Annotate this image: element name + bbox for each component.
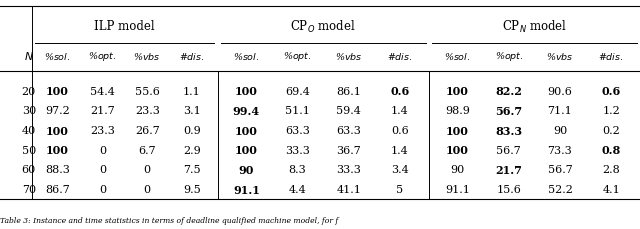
Text: 0.8: 0.8: [602, 145, 621, 155]
Text: 60: 60: [22, 165, 36, 175]
Text: 100: 100: [46, 86, 69, 97]
Text: 1.2: 1.2: [602, 106, 620, 116]
Text: %$sol.$: %$sol.$: [444, 51, 471, 62]
Text: ILP model: ILP model: [95, 20, 155, 33]
Text: %$opt.$: %$opt.$: [88, 50, 116, 63]
Text: 40: 40: [22, 125, 36, 135]
Text: 21.7: 21.7: [90, 106, 115, 116]
Text: 0: 0: [99, 145, 106, 155]
Text: 0.6: 0.6: [391, 125, 409, 135]
Text: 0.6: 0.6: [602, 86, 621, 97]
Text: 54.4: 54.4: [90, 86, 115, 96]
Text: 1.4: 1.4: [391, 106, 409, 116]
Text: 52.2: 52.2: [548, 184, 572, 194]
Text: 56.7: 56.7: [497, 145, 521, 155]
Text: 41.1: 41.1: [337, 184, 361, 194]
Text: 8.3: 8.3: [289, 165, 307, 175]
Text: 1.1: 1.1: [183, 86, 201, 96]
Text: 100: 100: [235, 145, 258, 155]
Text: 23.3: 23.3: [90, 125, 115, 135]
Text: 0: 0: [143, 165, 151, 175]
Text: #$dis.$: #$dis.$: [179, 51, 205, 62]
Text: 88.3: 88.3: [45, 165, 70, 175]
Text: #$dis.$: #$dis.$: [387, 51, 413, 62]
Text: 0: 0: [99, 165, 106, 175]
Text: 2.8: 2.8: [602, 165, 620, 175]
Text: 30: 30: [22, 106, 36, 116]
Text: 100: 100: [46, 145, 69, 155]
Text: 15.6: 15.6: [497, 184, 521, 194]
Text: 91.1: 91.1: [233, 184, 260, 195]
Text: 86.1: 86.1: [337, 86, 361, 96]
Text: 56.7: 56.7: [495, 105, 522, 116]
Text: 90: 90: [451, 165, 465, 175]
Text: 63.3: 63.3: [285, 125, 310, 135]
Text: %$vbs$: %$vbs$: [547, 51, 573, 62]
Text: 4.4: 4.4: [289, 184, 307, 194]
Text: %$vbs$: %$vbs$: [335, 51, 362, 62]
Text: 59.4: 59.4: [337, 106, 361, 116]
Text: CP$_O$ model: CP$_O$ model: [291, 18, 356, 34]
Text: 71.1: 71.1: [548, 106, 572, 116]
Text: 90.6: 90.6: [548, 86, 572, 96]
Text: 83.3: 83.3: [495, 125, 522, 136]
Text: 21.7: 21.7: [495, 164, 522, 175]
Text: 0.6: 0.6: [390, 86, 410, 97]
Text: %$opt.$: %$opt.$: [284, 50, 312, 63]
Text: 5: 5: [396, 184, 404, 194]
Text: 63.3: 63.3: [337, 125, 361, 135]
Text: 70: 70: [22, 184, 36, 194]
Text: 98.9: 98.9: [445, 106, 470, 116]
Text: 55.6: 55.6: [135, 86, 159, 96]
Text: 9.5: 9.5: [183, 184, 201, 194]
Text: 73.3: 73.3: [548, 145, 572, 155]
Text: 33.3: 33.3: [337, 165, 361, 175]
Text: 82.2: 82.2: [495, 86, 522, 97]
Text: 3.4: 3.4: [391, 165, 409, 175]
Text: %$opt.$: %$opt.$: [495, 50, 523, 63]
Text: 100: 100: [46, 125, 69, 136]
Text: 90: 90: [239, 164, 254, 175]
Text: 0: 0: [143, 184, 151, 194]
Text: 86.7: 86.7: [45, 184, 70, 194]
Text: 56.7: 56.7: [548, 165, 572, 175]
Text: 99.4: 99.4: [233, 105, 260, 116]
Text: 100: 100: [235, 125, 258, 136]
Text: 0.2: 0.2: [602, 125, 620, 135]
Text: %$sol.$: %$sol.$: [233, 51, 260, 62]
Text: 23.3: 23.3: [135, 106, 159, 116]
Text: 2.9: 2.9: [183, 145, 201, 155]
Text: 26.7: 26.7: [135, 125, 159, 135]
Text: 36.7: 36.7: [337, 145, 361, 155]
Text: 100: 100: [446, 125, 469, 136]
Text: $N$: $N$: [24, 50, 34, 62]
Text: %$vbs$: %$vbs$: [134, 51, 161, 62]
Text: 100: 100: [446, 145, 469, 155]
Text: 50: 50: [22, 145, 36, 155]
Text: 1.4: 1.4: [391, 145, 409, 155]
Text: 3.1: 3.1: [183, 106, 201, 116]
Text: 97.2: 97.2: [45, 106, 70, 116]
Text: 51.1: 51.1: [285, 106, 310, 116]
Text: 20: 20: [22, 86, 36, 96]
Text: #$dis.$: #$dis.$: [598, 51, 624, 62]
Text: 7.5: 7.5: [183, 165, 201, 175]
Text: 33.3: 33.3: [285, 145, 310, 155]
Text: 100: 100: [235, 86, 258, 97]
Text: CP$_N$ model: CP$_N$ model: [502, 18, 567, 34]
Text: 6.7: 6.7: [138, 145, 156, 155]
Text: Table 3: Instance and time statistics in terms of deadline qualified machine mod: Table 3: Instance and time statistics in…: [0, 216, 339, 224]
Text: 0.9: 0.9: [183, 125, 201, 135]
Text: 4.1: 4.1: [602, 184, 620, 194]
Text: 91.1: 91.1: [445, 184, 470, 194]
Text: 69.4: 69.4: [285, 86, 310, 96]
Text: 90: 90: [553, 125, 567, 135]
Text: 100: 100: [446, 86, 469, 97]
Text: %$sol.$: %$sol.$: [44, 51, 71, 62]
Text: 0: 0: [99, 184, 106, 194]
